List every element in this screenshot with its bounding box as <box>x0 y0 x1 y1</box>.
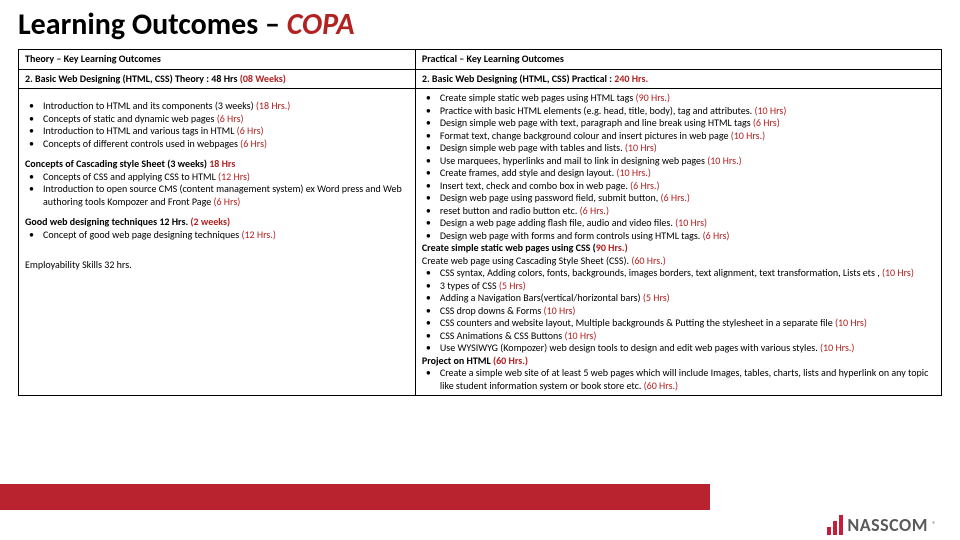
logo-text: NASSCOM <box>847 514 928 536</box>
slide: Learning Outcomes – COPA Theory – Key Le… <box>0 0 960 540</box>
theory-css-list: Concepts of CSS and applying CSS to HTML… <box>25 171 409 209</box>
practical-css-list: CSS syntax, Adding colors, fonts, backgr… <box>422 267 935 355</box>
list-item: Concept of good web page designing techn… <box>25 229 409 242</box>
practical-header: Practical – Key Learning Outcomes <box>415 50 941 70</box>
practical-subheader-text: 2. Basic Web Designing (HTML, CSS) Pract… <box>422 72 614 85</box>
theory-intro-list: Introduction to HTML and its components … <box>25 100 409 150</box>
practical-body: Create simple static web pages using HTM… <box>415 89 941 396</box>
registered-icon: ® <box>932 520 936 530</box>
practical-subheader: 2. Basic Web Designing (HTML, CSS) Pract… <box>415 69 941 89</box>
employability: Employability Skills 32 hrs. <box>25 259 409 272</box>
accent-stripe <box>0 484 710 510</box>
practical-subheader-red: 240 Hrs. <box>614 72 648 85</box>
title-main: Learning Outcomes – <box>18 6 287 43</box>
list-item: Design web page with forms and form cont… <box>422 230 935 243</box>
theory-subheader-red: (08 Weeks) <box>240 72 286 85</box>
page-title: Learning Outcomes – COPA <box>18 6 942 43</box>
theory-body: Introduction to HTML and its components … <box>19 89 416 396</box>
project-list: Create a simple web site of at least 5 w… <box>422 367 935 392</box>
title-accent: COPA <box>287 6 355 43</box>
logo-bars-icon <box>827 515 843 535</box>
outcomes-table: Theory – Key Learning Outcomes Practical… <box>18 49 942 396</box>
theory-subheader: 2. Basic Web Designing (HTML, CSS) Theor… <box>19 69 416 89</box>
list-item: Create a simple web site of at least 5 w… <box>422 367 935 392</box>
list-item: Concepts of different controls used in w… <box>25 138 409 151</box>
theory-good-list: Concept of good web page designing techn… <box>25 229 409 242</box>
theory-header: Theory – Key Learning Outcomes <box>19 50 416 70</box>
list-item: Use WYSIWYG (Kompozer) web design tools … <box>422 342 935 355</box>
nasscom-logo: NASSCOM ® <box>827 514 936 536</box>
theory-subheader-text: 2. Basic Web Designing (HTML, CSS) Theor… <box>25 72 240 85</box>
practical-html-list: Create simple static web pages using HTM… <box>422 92 935 242</box>
list-item: Introduction to open source CMS (content… <box>25 183 409 208</box>
